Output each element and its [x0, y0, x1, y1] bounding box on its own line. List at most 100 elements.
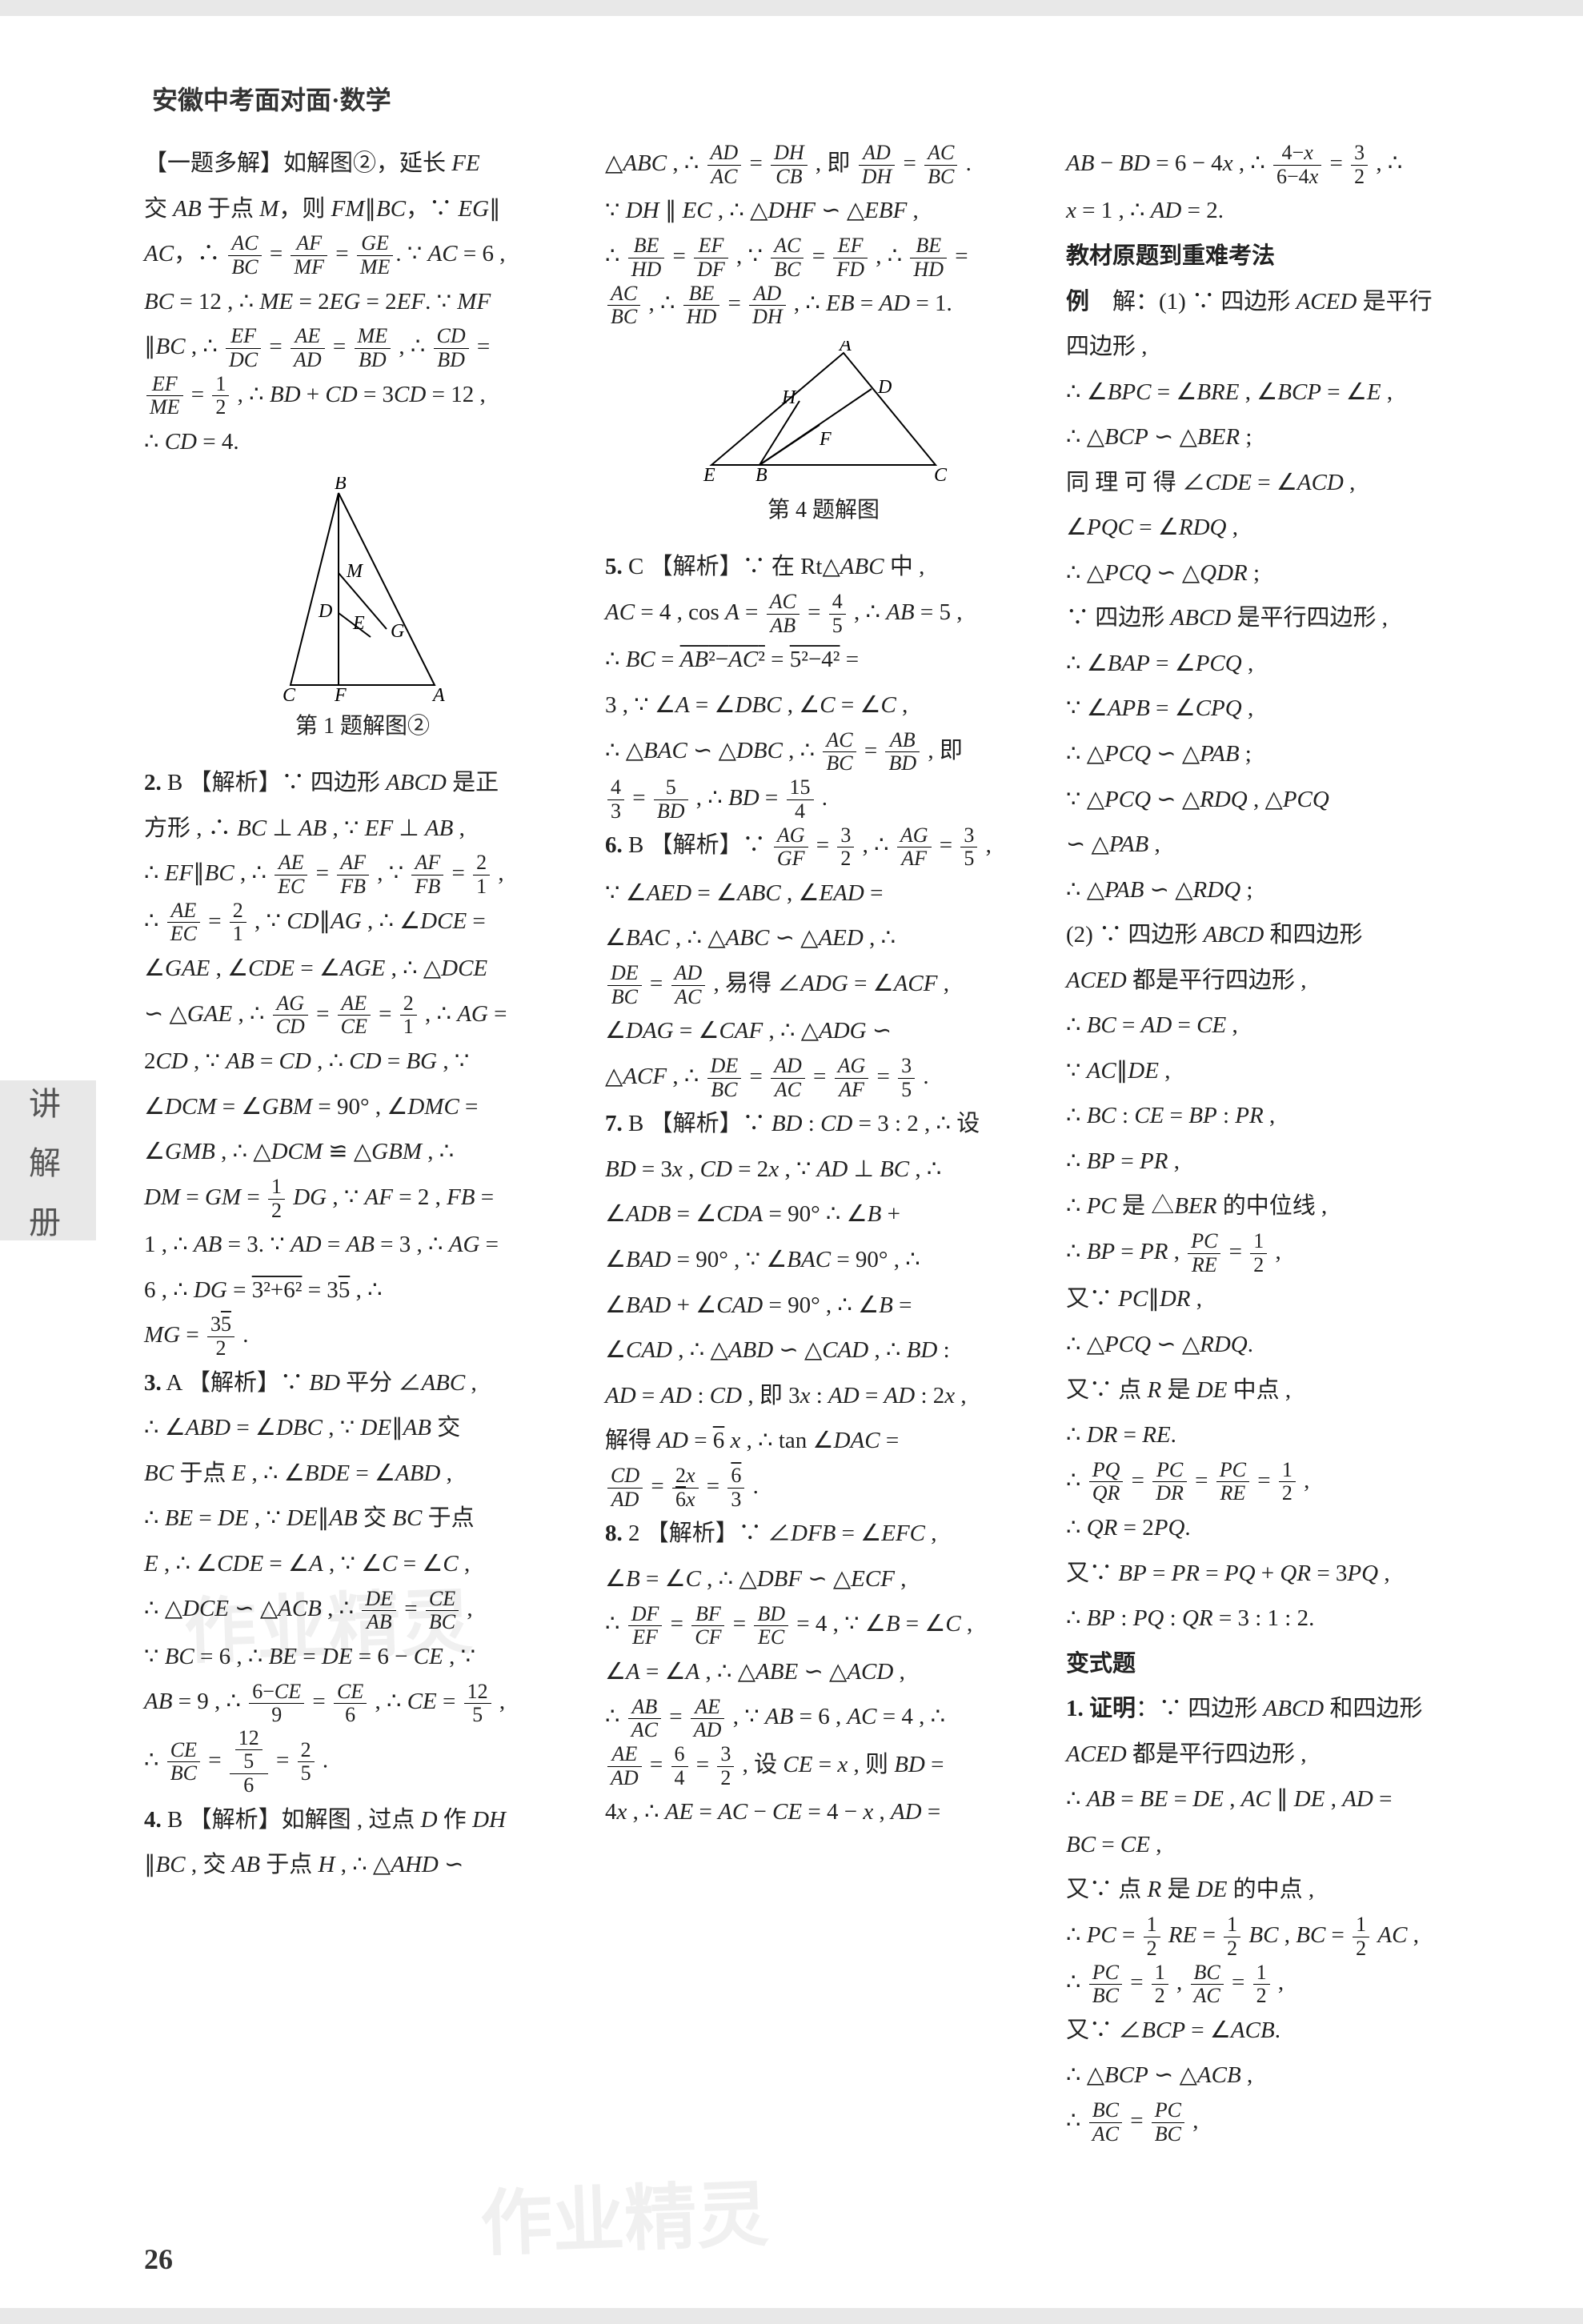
svg-text:C: C: [934, 465, 948, 485]
text-line: ∴ BC : CE = BP : PR ,: [1066, 1093, 1503, 1139]
text-line: 6 , ∴ DG = 3²+6² = 35 , ∴: [144, 1268, 581, 1313]
text-line: ∠DCM = ∠GBM = 90° , ∠DMC =: [144, 1084, 581, 1130]
text-line: EFME = 12 , ∴ BD + CD = 3CD = 12 ,: [144, 372, 581, 419]
text-line: MG = 352 .: [144, 1312, 581, 1360]
svg-text:M: M: [346, 561, 364, 582]
text-line: ∴ △BCP ∽ △BER ;: [1066, 415, 1503, 460]
text-line: 4. B 【解析】如解图 , 过点 D 作 DH: [144, 1797, 581, 1843]
text-line: 3. A 【解析】∵ BD 平分 ∠ABC ,: [144, 1360, 581, 1406]
text-line: ∴ ∠ABD = ∠DBC , ∵ DE∥AB 交: [144, 1405, 581, 1451]
text-line: ∴ ABAC = AEAD , ∵ AB = 6 , AC = 4 , ∴: [605, 1694, 1042, 1741]
text-line: 方形 , ∴ BC ⊥ AB , ∵ EF ⊥ AB ,: [144, 806, 581, 851]
svg-text:A: A: [838, 341, 852, 355]
text-line: AD = AD : CD , 即 3x : AD = AD : 2x ,: [605, 1373, 1042, 1419]
text-line: ∵ DH ∥ EC , ∴ △DHF ∽ △EBF ,: [605, 188, 1042, 234]
content-columns: 【一题多解】如解图②，延长 FE交 AB 于点 M，则 FM∥BC，∵ EG∥ A…: [144, 141, 1503, 2225]
text-line: BC = 12 , ∴ ME = 2EG = 2EF. ∵ MF: [144, 279, 581, 325]
svg-text:B: B: [755, 465, 767, 485]
text-line: ∴ BP = PR , PCRE = 12 ,: [1066, 1229, 1503, 1276]
text-line: BC 于点 E , ∴ ∠BDE = ∠ABD ,: [144, 1451, 581, 1497]
text-line: ACED 都是平行四边形 ,: [1066, 1732, 1503, 1777]
page-number: 26: [144, 2242, 173, 2276]
text-line: ∴ △DCE ∽ △ACB , ∴ DEAB = CEBC ,: [144, 1586, 581, 1633]
text-line: ∴ BC = AB²−AC² = 5²−4² =: [605, 637, 1042, 683]
text-line: ∴ △PAB ∽ △RDQ ;: [1066, 867, 1503, 913]
text-line: ∴ DFEF = BFCF = BDEC = 4 , ∵ ∠B = ∠C ,: [605, 1601, 1042, 1649]
text-line: 变式题: [1066, 1641, 1503, 1687]
text-line: AEAD = 64 = 32 , 设 CE = x , 则 BD =: [605, 1742, 1042, 1789]
text-line: 又∵ ∠BCP = ∠ACB.: [1066, 2008, 1503, 2054]
text-line: ∠A = ∠A , ∴ △ABE ∽ △ACD ,: [605, 1649, 1042, 1695]
text-line: ∥BC , ∴ EFDC = AEAD = MEBD , ∴ CDBD =: [144, 324, 581, 371]
text-line: ∴ △BCP ∽ △ACB ,: [1066, 2053, 1503, 2098]
text-line: ∴ AB = BE = DE , AC ∥ DE , AD =: [1066, 1777, 1503, 1822]
text-line: 又∵ BP = PR = PQ + QR = 3PQ ,: [1066, 1551, 1503, 1597]
text-line: 7. B 【解析】∵ BD : CD = 3 : 2 , ∴ 设: [605, 1101, 1042, 1147]
text-line: ∴ CEBC = 1256 = 25 .: [144, 1727, 581, 1797]
text-line: ∴ BE = DE , ∵ DE∥AB 交 BC 于点: [144, 1496, 581, 1541]
text-line: ∠PQC = ∠RDQ ,: [1066, 505, 1503, 551]
svg-text:F: F: [334, 685, 347, 701]
text-line: 2. B 【解析】∵ 四边形 ABCD 是正: [144, 760, 581, 806]
text-line: ∴ BCAC = PCBC ,: [1066, 2098, 1503, 2146]
text-line: 解得 AD = 6 x , ∴ tan ∠DAC =: [605, 1418, 1042, 1464]
text-line: △ABC , ∴ ADAC = DHCB , 即 ADDH = ACBC .: [605, 141, 1042, 188]
text-line: DM = GM = 12 DG , ∵ AF = 2 , FB =: [144, 1175, 581, 1222]
text-line: ∴ △PCQ ∽ △PAB ;: [1066, 731, 1503, 777]
svg-text:F: F: [819, 429, 832, 450]
text-line: ∽ △GAE , ∴ AGCD = AECE = 21 , ∴ AG =: [144, 992, 581, 1039]
text-line: CDAD = 2x6x = 63 .: [605, 1464, 1042, 1511]
text-line: ∵ ∠AED = ∠ABC , ∠EAD =: [605, 871, 1042, 916]
column-2: △ABC , ∴ ADAC = DHCB , 即 ADDH = ACBC .∵ …: [605, 141, 1042, 2225]
svg-text:A: A: [431, 685, 445, 701]
text-line: ∠ADB = ∠CDA = 90° ∴ ∠B +: [605, 1192, 1042, 1237]
text-line: 又∵ 点 R 是 DE 中点 ,: [1066, 1368, 1503, 1413]
text-line: ACED 都是平行四边形 ,: [1066, 958, 1503, 1004]
text-line: ∠CAD , ∴ △ABD ∽ △CAD , ∴ BD :: [605, 1328, 1042, 1373]
text-line: ∴ DR = RE.: [1066, 1412, 1503, 1458]
text-line: ∴ △BAC ∽ △DBC , ∴ ACBC = ABBD , 即: [605, 728, 1042, 775]
text-line: 8. 2 【解析】∵ ∠DFB = ∠EFC ,: [605, 1511, 1042, 1557]
text-line: (2) ∵ 四边形 ABCD 和四边形: [1066, 912, 1503, 958]
text-line: ∵ ∠APB = ∠CPQ ,: [1066, 686, 1503, 731]
text-line: ∠GMB , ∴ △DCM ≌ △GBM , ∴: [144, 1129, 581, 1175]
text-line: 同 理 可 得 ∠CDE = ∠ACD ,: [1066, 460, 1503, 506]
text-line: 43 = 5BD , ∴ BD = 154 .: [605, 775, 1042, 823]
text-line: ∴ BP = PR ,: [1066, 1139, 1503, 1184]
text-line: 5. C 【解析】∵ 在 Rt△ABC 中 ,: [605, 544, 1042, 590]
text-line: ∴ △PCQ ∽ △QDR ;: [1066, 551, 1503, 596]
text-line: ∽ △PAB ,: [1066, 822, 1503, 867]
text-line: ACBC , ∴ BEHD = ADDH , ∴ EB = AD = 1.: [605, 281, 1042, 328]
figure-caption: 第 1 题解图②: [144, 705, 581, 749]
text-line: ∴ PC 是 △BER 的中位线 ,: [1066, 1184, 1503, 1229]
side-tab-char: 解: [29, 1137, 67, 1184]
figure: A H D F E B C 第 4 题解图: [605, 341, 1042, 533]
text-line: 6. B 【解析】∵ AGGF = 32 , ∴ AGAF = 35 ,: [605, 823, 1042, 870]
text-line: ∴ PQQR = PCDR = PCRE = 12 ,: [1066, 1458, 1503, 1505]
side-tab: 讲 解 册: [0, 1080, 96, 1240]
svg-text:E: E: [352, 613, 365, 634]
text-line: ∴ PCBC = 12 , BCAC = 12 ,: [1066, 1960, 1503, 2007]
text-line: AC = 4 , cos A = ACAB = 45 , ∴ AB = 5 ,: [605, 590, 1042, 637]
text-line: ∴ PC = 12 RE = 12 BC , BC = 12 AC ,: [1066, 1913, 1503, 1960]
text-line: ∴ ∠BAP = ∠PCQ ,: [1066, 641, 1503, 687]
text-line: ∠BAC , ∴ △ABC ∽ △AED , ∴: [605, 916, 1042, 961]
svg-text:C: C: [283, 685, 296, 701]
text-line: ∴ △PCQ ∽ △RDQ.: [1066, 1322, 1503, 1368]
text-line: ∴ BC = AD = CE ,: [1066, 1003, 1503, 1048]
text-line: ∴ AEEC = 21 , ∵ CD∥AG , ∴ ∠DCE =: [144, 899, 581, 946]
text-line: BD = 3x , CD = 2x , ∵ AD ⊥ BC , ∴: [605, 1147, 1042, 1192]
text-line: 1 , ∴ AB = 3. ∵ AD = AB = 3 , ∴ AG =: [144, 1222, 581, 1268]
text-line: ∠B = ∠C , ∴ △DBF ∽ △ECF ,: [605, 1557, 1042, 1602]
text-line: x = 1 , ∴ AD = 2.: [1066, 188, 1503, 234]
text-line: ∠BAD + ∠CAD = 90° , ∴ ∠B =: [605, 1283, 1042, 1328]
text-line: AB = 9 , ∴ 6−CE9 = CE6 , ∴ CE = 125 ,: [144, 1679, 581, 1726]
text-line: ∴ CD = 4.: [144, 419, 581, 465]
text-line: ∥BC , 交 AB 于点 H , ∴ △AHD ∽: [144, 1842, 581, 1888]
svg-text:D: D: [318, 601, 332, 622]
text-line: 交 AB 于点 M，则 FM∥BC，∵ EG∥: [144, 186, 581, 232]
text-line: 【一题多解】如解图②，延长 FE: [144, 141, 581, 186]
figure: B M D E G C F A 第 1 题解图②: [144, 477, 581, 749]
text-line: 3 , ∵ ∠A = ∠DBC , ∠C = ∠C ,: [605, 683, 1042, 728]
text-line: 又∵ PC∥DR ,: [1066, 1276, 1503, 1322]
